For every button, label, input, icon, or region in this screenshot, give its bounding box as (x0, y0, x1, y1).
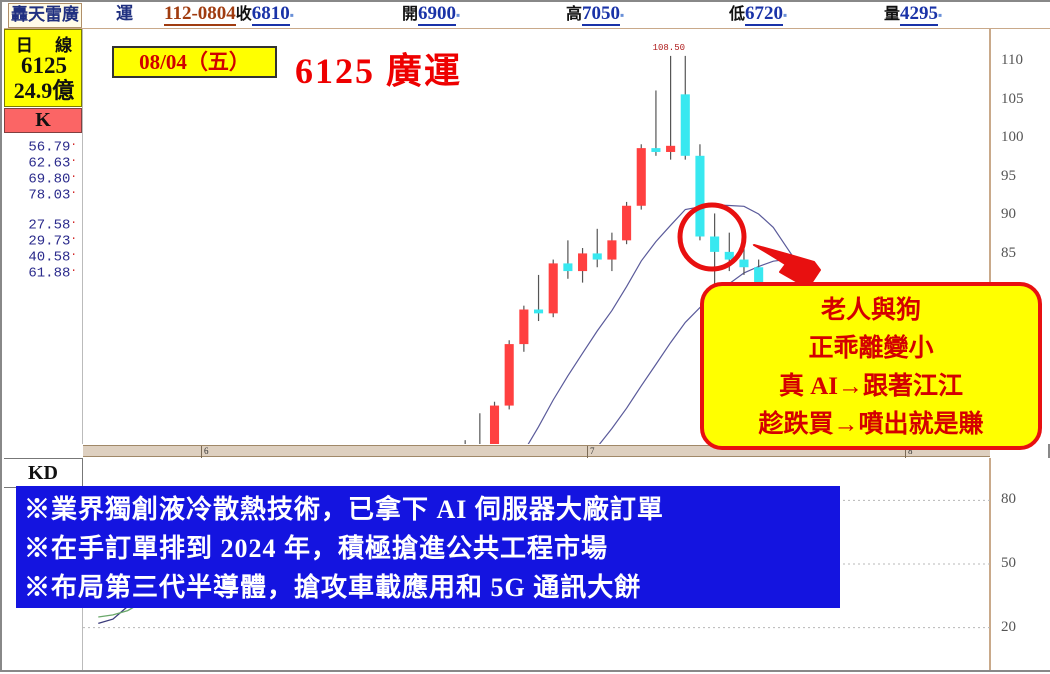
kd-indicator-label[interactable]: KD (4, 458, 83, 488)
quote-high-value: 7050 (582, 3, 621, 26)
quote-high-label: 高 (566, 6, 583, 23)
sidebar-turnover-amount: 24.9億 (13, 78, 75, 103)
callout-line: 正乖離變小 (808, 335, 934, 362)
info-line: ※在手訂單排到 2024 年，積極搶進公共工程市場 (24, 534, 609, 563)
date-badge: 08/04（五） (112, 46, 277, 78)
price-axis-tick: 105 (1001, 90, 1024, 107)
broker-name-text: 轟天雷 (11, 5, 62, 24)
sidebar-ma-value: 78.03. (28, 185, 77, 204)
moving-average-lines (527, 204, 804, 444)
kd-axis-tick: 50 (1001, 555, 1016, 571)
x-axis-tick: 6 (201, 446, 209, 458)
indicator-sidebar: 日 線 6125 24.9億 K 56.79. 62.63. 69.80. 78.03… (4, 29, 83, 444)
quote-low-label: 低 (729, 6, 746, 23)
price-axis-tick: 90 (1001, 206, 1016, 223)
x-axis-tick: 8 (905, 446, 913, 458)
price-axis-tick: 110 (1001, 52, 1023, 69)
sidebar-stock-code: 6125 (21, 53, 67, 78)
quote-volume-label: 量 (884, 6, 901, 23)
broker-name-label: 轟天雷廣 (8, 3, 82, 28)
sidebar-ma-value: 29.73. (28, 231, 77, 250)
callout-line: 趁跌買→噴出就是賺 (758, 411, 984, 438)
quote-dot-icon: ▪ (289, 8, 295, 22)
quote-open-value: 6900 (418, 3, 457, 26)
quote-bar: 轟天雷廣 運 112-0804收6810▪ 開6900▪ 高7050▪ 低672… (4, 2, 1050, 29)
callout-line: 老人與狗 (820, 297, 921, 324)
kd-axis-tick: 80 (1001, 491, 1016, 508)
quote-close-value: 6810 (251, 3, 290, 26)
sidebar-period-label: 日 線 (15, 36, 82, 55)
stock-short-text: 廣 (62, 5, 79, 24)
info-line: ※布局第三代半導體，搶攻車載應用和 5G 通訊大餅 (24, 573, 642, 602)
quote-dot-icon: ▪ (620, 8, 625, 22)
quote-open-field: 開6900▪ (402, 3, 460, 26)
quote-dot-icon: ▪ (783, 8, 788, 22)
callout-line: 真 AI→跟著江江 (778, 373, 964, 400)
quote-open-label: 開 (402, 6, 419, 23)
sidebar-indicator-k-button[interactable]: K (4, 108, 82, 133)
quote-dot-icon: ▪ (938, 8, 943, 22)
sidebar-ma-value: 56.79. (28, 137, 77, 156)
sidebar-ma-value: 61.88. (28, 263, 77, 282)
yellow-callout-box: 老人與狗 正乖離變小 真 AI→跟著江江 趁跌買→噴出就是賺 (700, 282, 1042, 450)
info-line: ※業界獨創液冷散熱技術，已拿下 AI 伺服器大廠訂單 (24, 495, 664, 524)
quote-volume-value: 4295 (900, 3, 939, 26)
sidebar-ma-value: 69.80. (28, 169, 77, 188)
quote-dot-icon: ▪ (456, 8, 461, 22)
sidebar-ma-value: 40.58. (28, 247, 77, 266)
stock-short2-label: 運 (116, 4, 133, 23)
blue-info-box: ※業界獨創液冷散熱技術，已拿下 AI 伺服器大廠訂單 ※在手訂單排到 2024 … (16, 486, 840, 608)
price-axis-tick: 85 (1001, 244, 1016, 261)
quote-close-label: 收 (235, 6, 252, 23)
quote-volume-field: 量4295▪ (884, 3, 942, 26)
kd-axis: 80 50 20 (990, 458, 1050, 670)
price-axis-tick: 95 (1001, 167, 1016, 184)
x-axis-tick: 7 (587, 446, 595, 458)
quote-high-field: 高7050▪ (566, 3, 624, 26)
quote-low-field: 低6720▪ (729, 3, 787, 26)
kd-axis-tick: 20 (1001, 618, 1016, 635)
quote-date-close-field: 112-0804收6810▪ (164, 3, 294, 26)
sidebar-ma-value: 27.58. (28, 215, 77, 234)
price-axis-tick: 100 (1001, 129, 1024, 146)
quote-date-value: 112-0804 (164, 3, 236, 26)
quote-low-value: 6720 (745, 3, 784, 26)
sidebar-summary-panel[interactable]: 日 線 6125 24.9億 (4, 29, 82, 107)
page-title: 6125 廣運 (295, 51, 463, 91)
sidebar-ma-value: 62.63. (28, 153, 77, 172)
peak-price-label: 108.50 (653, 43, 685, 53)
